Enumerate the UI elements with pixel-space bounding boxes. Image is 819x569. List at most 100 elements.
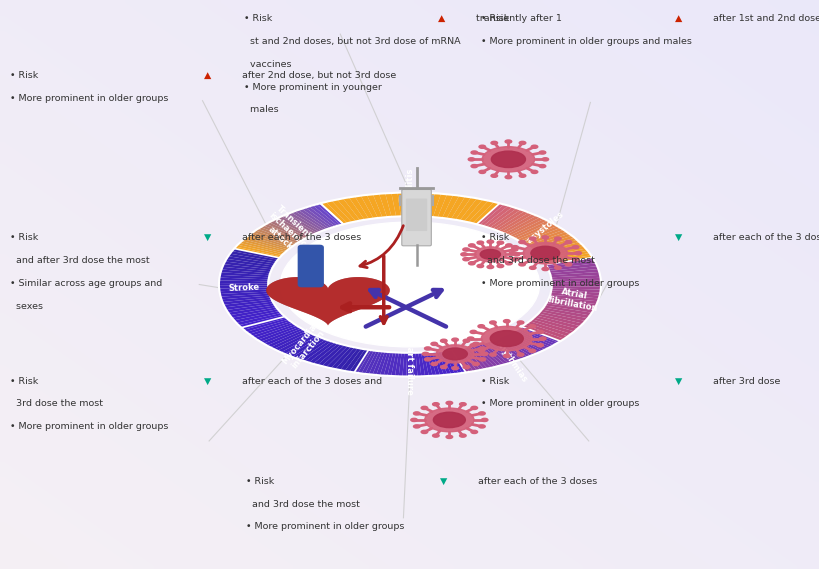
Ellipse shape — [421, 430, 428, 434]
Ellipse shape — [460, 253, 467, 256]
Polygon shape — [395, 353, 401, 376]
Ellipse shape — [470, 151, 477, 154]
Polygon shape — [294, 210, 327, 230]
Polygon shape — [228, 306, 276, 315]
Polygon shape — [550, 275, 600, 279]
Polygon shape — [446, 350, 462, 373]
Ellipse shape — [436, 345, 473, 363]
Polygon shape — [548, 297, 597, 304]
Text: 3rd dose the most: 3rd dose the most — [10, 399, 102, 409]
Ellipse shape — [468, 244, 474, 247]
Ellipse shape — [432, 434, 439, 437]
Polygon shape — [423, 352, 432, 376]
Ellipse shape — [472, 362, 478, 365]
Ellipse shape — [481, 352, 487, 356]
Ellipse shape — [413, 412, 419, 415]
Text: Myopericarditis: Myopericarditis — [405, 167, 414, 241]
Ellipse shape — [486, 265, 493, 269]
Polygon shape — [479, 204, 508, 226]
Text: after 1st and 2nd doses, but not 3rd dose: after 1st and 2nd doses, but not 3rd dos… — [713, 14, 819, 23]
Polygon shape — [272, 219, 310, 237]
Polygon shape — [509, 219, 547, 237]
Polygon shape — [284, 336, 319, 356]
Text: males: males — [244, 105, 278, 114]
FancyBboxPatch shape — [297, 245, 324, 287]
Polygon shape — [229, 307, 278, 318]
Polygon shape — [491, 209, 524, 230]
Polygon shape — [498, 212, 532, 232]
Polygon shape — [361, 351, 376, 374]
Text: • More prominent in older groups: • More prominent in older groups — [10, 94, 168, 103]
Polygon shape — [508, 333, 545, 351]
Polygon shape — [288, 337, 322, 357]
Polygon shape — [506, 217, 543, 236]
Text: • More prominent in older groups: • More prominent in older groups — [10, 422, 168, 431]
Polygon shape — [440, 351, 455, 374]
Polygon shape — [497, 337, 530, 357]
Polygon shape — [501, 336, 536, 354]
Ellipse shape — [477, 265, 483, 267]
Polygon shape — [376, 352, 387, 376]
Polygon shape — [372, 352, 384, 375]
Ellipse shape — [511, 248, 518, 251]
Ellipse shape — [478, 412, 485, 415]
Ellipse shape — [536, 331, 543, 333]
Polygon shape — [230, 251, 278, 262]
Polygon shape — [222, 298, 271, 305]
Ellipse shape — [474, 247, 505, 262]
Ellipse shape — [486, 240, 493, 244]
Polygon shape — [517, 224, 557, 241]
Ellipse shape — [446, 435, 452, 439]
Polygon shape — [541, 307, 589, 318]
Polygon shape — [304, 341, 334, 362]
Polygon shape — [432, 193, 446, 217]
Ellipse shape — [574, 251, 581, 255]
Polygon shape — [317, 344, 344, 366]
Ellipse shape — [481, 418, 487, 422]
Polygon shape — [492, 339, 524, 359]
Ellipse shape — [451, 366, 458, 370]
Ellipse shape — [536, 344, 543, 347]
Polygon shape — [485, 341, 514, 362]
Polygon shape — [524, 323, 567, 339]
Ellipse shape — [478, 358, 485, 361]
Polygon shape — [514, 222, 554, 240]
Polygon shape — [330, 347, 354, 369]
Polygon shape — [349, 349, 368, 373]
Ellipse shape — [564, 263, 571, 266]
Polygon shape — [233, 311, 281, 323]
Polygon shape — [354, 350, 371, 373]
Ellipse shape — [472, 343, 478, 345]
Polygon shape — [526, 232, 568, 247]
Text: st and 2nd doses, but not 3rd dose of mRNA: st and 2nd doses, but not 3rd dose of mR… — [244, 37, 460, 46]
Ellipse shape — [469, 344, 476, 347]
Polygon shape — [344, 349, 364, 372]
Polygon shape — [342, 197, 364, 221]
Polygon shape — [475, 344, 501, 366]
Polygon shape — [523, 230, 566, 245]
Polygon shape — [540, 310, 587, 321]
Text: • Risk: • Risk — [244, 14, 272, 23]
Polygon shape — [418, 353, 424, 376]
Polygon shape — [248, 234, 292, 248]
Polygon shape — [385, 193, 396, 217]
Polygon shape — [551, 281, 600, 284]
Polygon shape — [224, 299, 272, 307]
Polygon shape — [451, 349, 469, 373]
Ellipse shape — [513, 253, 519, 256]
Ellipse shape — [509, 251, 515, 255]
Ellipse shape — [505, 140, 511, 143]
Polygon shape — [544, 255, 592, 265]
Text: ▼: ▼ — [440, 477, 446, 486]
Polygon shape — [441, 195, 459, 218]
Ellipse shape — [503, 354, 509, 357]
Ellipse shape — [478, 347, 485, 350]
Text: • More prominent in older groups and males: • More prominent in older groups and mal… — [481, 37, 691, 46]
Polygon shape — [472, 202, 499, 224]
Ellipse shape — [505, 262, 512, 265]
Ellipse shape — [539, 337, 545, 340]
Polygon shape — [505, 334, 541, 352]
Text: after 2nd dose, but not 3rd dose: after 2nd dose, but not 3rd dose — [242, 71, 396, 80]
Polygon shape — [410, 192, 416, 216]
Ellipse shape — [440, 365, 446, 369]
